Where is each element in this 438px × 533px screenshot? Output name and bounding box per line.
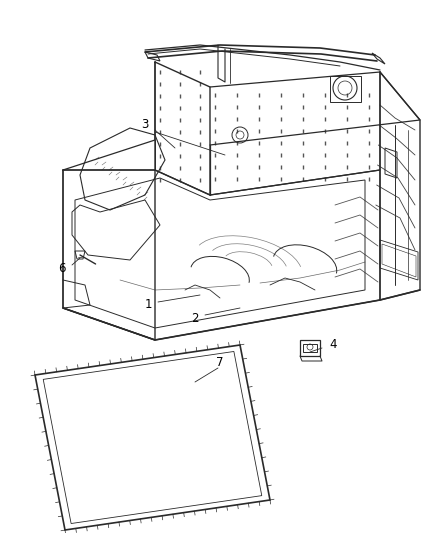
Text: 1: 1 — [144, 298, 152, 311]
Text: 2: 2 — [191, 311, 199, 325]
Text: 6: 6 — [58, 262, 66, 274]
Text: 4: 4 — [329, 338, 337, 351]
Text: 7: 7 — [216, 356, 224, 368]
Text: 3: 3 — [141, 118, 148, 132]
